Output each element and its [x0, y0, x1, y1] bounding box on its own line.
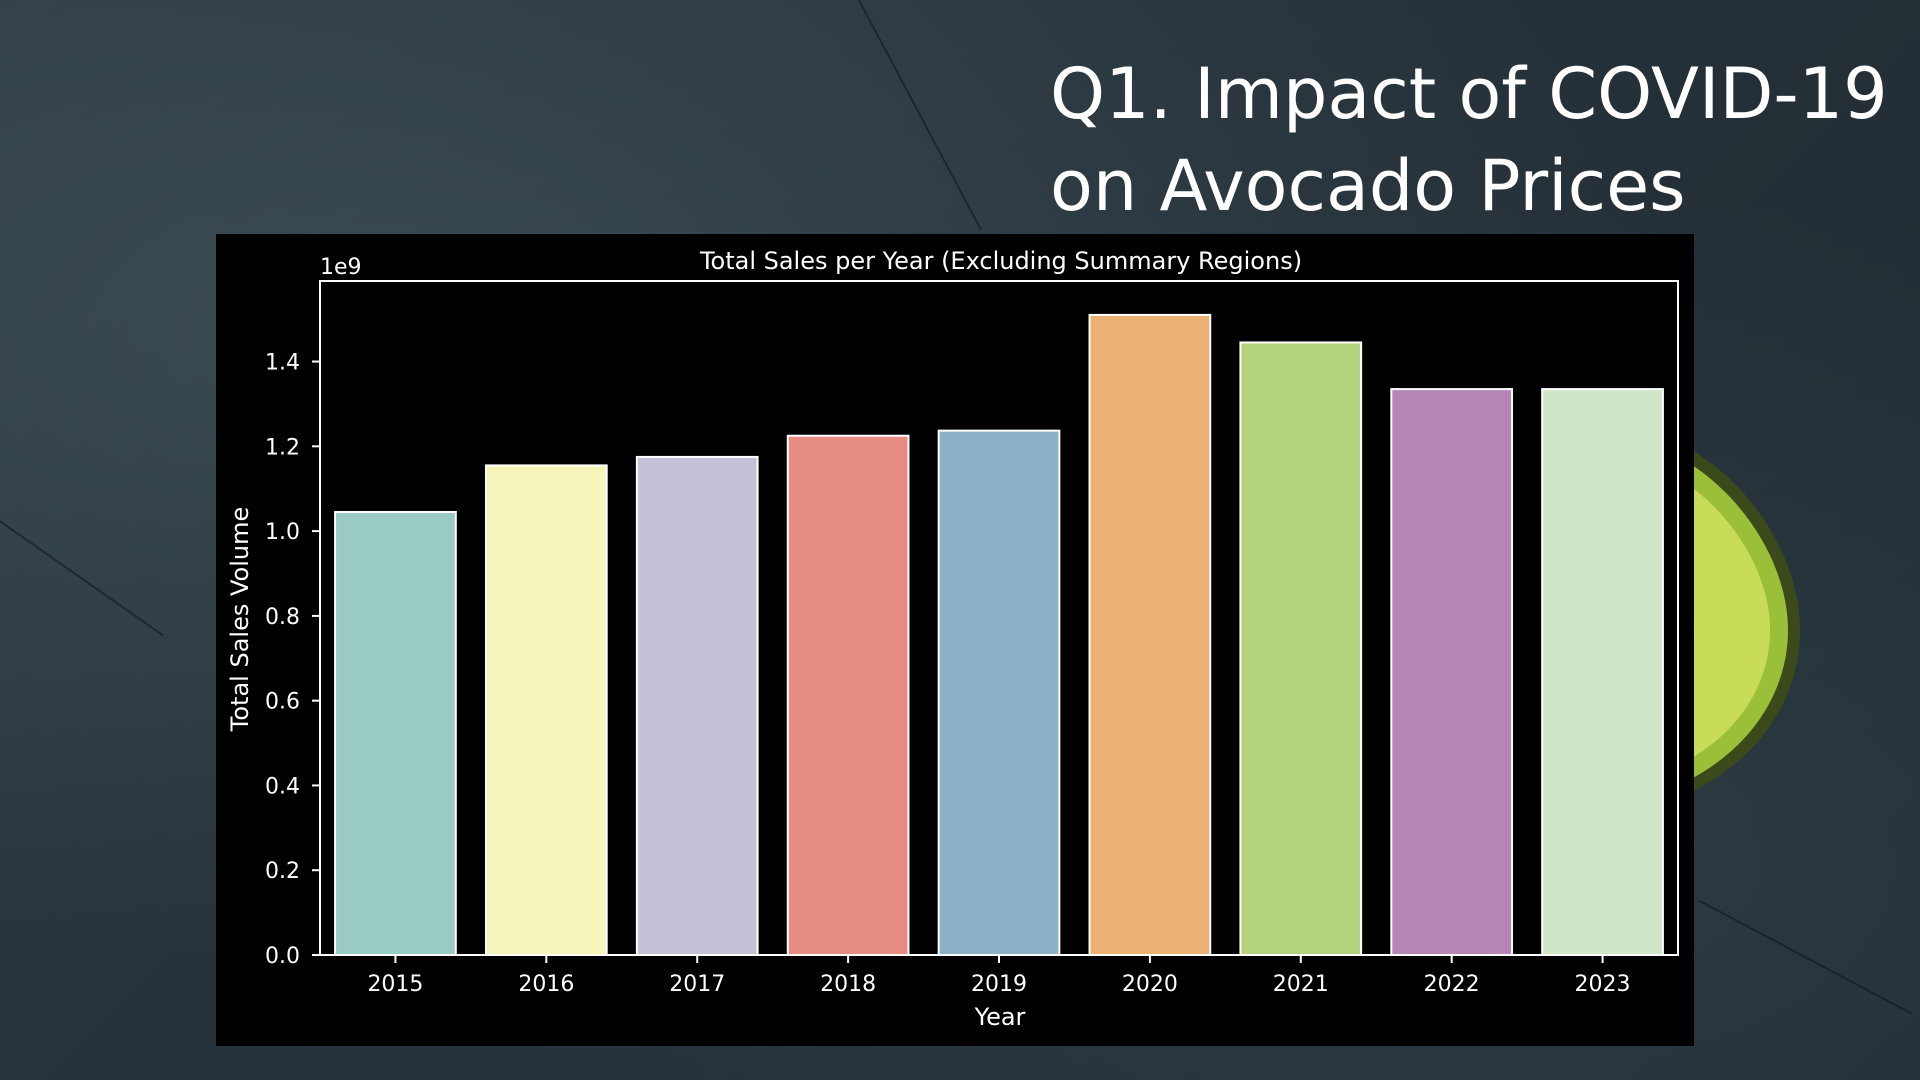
x-tick-label: 2019 — [971, 972, 1027, 997]
bar-2017 — [635, 455, 759, 956]
bar-2018 — [786, 434, 910, 956]
y-axis-ticks: 0.0 0.2 0.4 0.6 0.8 1.0 1.2 1.4 — [265, 351, 320, 969]
bar-2019 — [937, 429, 1061, 956]
x-tick-label: 2016 — [518, 972, 574, 997]
y-tick-label: 0.6 — [265, 690, 300, 715]
bar-series — [334, 313, 1664, 957]
x-axis-title: Year — [974, 1003, 1026, 1031]
x-tick-label: 2021 — [1273, 972, 1329, 997]
y-tick-label: 1.0 — [265, 520, 300, 545]
slate-texture-line — [1699, 900, 1912, 1015]
x-tick-label: 2022 — [1424, 972, 1480, 997]
bar-2021 — [1239, 341, 1363, 957]
bar-2015 — [334, 511, 457, 956]
plot-frame — [319, 280, 1679, 956]
y-axis-title: Total Sales Volume — [226, 507, 254, 732]
bar-2022 — [1390, 388, 1514, 956]
chart-title: Total Sales per Year (Excluding Summary … — [699, 247, 1302, 275]
x-tick-label: 2020 — [1122, 972, 1178, 997]
x-tick-label: 2023 — [1575, 972, 1631, 997]
x-axis-ticks: 2015 2016 2017 2018 2019 2020 2021 2022 2023 — [367, 955, 1631, 997]
x-tick-label: 2017 — [669, 972, 725, 997]
slate-texture-line — [0, 520, 164, 637]
slide-title-line-1: Q1. Impact of COVID-19 — [1050, 53, 1888, 135]
bar-2023 — [1541, 388, 1664, 956]
x-tick-label: 2018 — [820, 972, 876, 997]
y-axis-offset-label: 1e9 — [320, 255, 362, 280]
y-tick-label: 0.8 — [265, 605, 300, 630]
bar-chart-panel: Total Sales per Year (Excluding Summary … — [216, 234, 1694, 1046]
bar-chart: Total Sales per Year (Excluding Summary … — [226, 247, 1679, 1031]
bar-2020 — [1088, 313, 1212, 957]
y-tick-label: 1.4 — [265, 351, 300, 376]
y-tick-label: 1.2 — [265, 435, 300, 460]
y-tick-label: 0.0 — [265, 944, 300, 969]
y-tick-label: 0.4 — [265, 774, 300, 799]
y-tick-label: 0.2 — [265, 859, 300, 884]
x-tick-label: 2015 — [367, 972, 423, 997]
slide-title: Q1. Impact of COVID-19 on Avocado Prices — [1050, 48, 1900, 232]
bar-2016 — [484, 464, 608, 956]
slate-texture-line — [858, 0, 983, 231]
slide-title-line-2: on Avocado Prices — [1050, 145, 1686, 227]
